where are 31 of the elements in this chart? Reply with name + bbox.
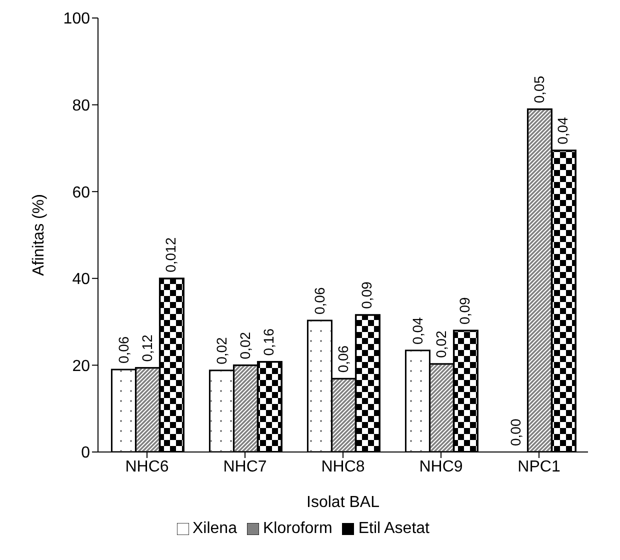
annotation: 0,012 bbox=[162, 237, 179, 272]
y-tick-label: 20 bbox=[72, 358, 90, 375]
x-tick-label: NPC1 bbox=[518, 458, 560, 476]
annotation: 0,06 bbox=[335, 345, 351, 373]
annotation: 0,04 bbox=[409, 316, 426, 344]
legend-label: Kloroform bbox=[262, 520, 332, 537]
annotation: 0,00 bbox=[507, 418, 524, 446]
y-tick-label: 100 bbox=[63, 10, 90, 28]
annotation: 0,04 bbox=[554, 116, 571, 144]
annotation: 0,02 bbox=[237, 332, 253, 360]
y-tick-label: 40 bbox=[72, 271, 90, 288]
annotation: 0,06 bbox=[115, 336, 132, 364]
annotation: 0,16 bbox=[260, 328, 277, 356]
x-axis-title: Isolat BAL bbox=[306, 494, 380, 511]
annotation: 0,02 bbox=[213, 336, 230, 364]
annotation: 0,12 bbox=[139, 334, 155, 362]
x-tick-label: NHC7 bbox=[223, 458, 267, 476]
legend-label: Xilena bbox=[192, 520, 237, 537]
y-tick-label: 0 bbox=[81, 444, 90, 462]
y-tick-label: 60 bbox=[72, 184, 90, 202]
annotation: 0,09 bbox=[456, 297, 473, 324]
y-axis-title: Afinitas (%) bbox=[30, 194, 48, 276]
annotation: 0,05 bbox=[531, 76, 547, 104]
annotation: 0,09 bbox=[358, 281, 375, 309]
x-tick-label: NHC6 bbox=[125, 458, 169, 476]
annotation: 0,02 bbox=[433, 330, 449, 358]
x-tick-label: NHC8 bbox=[321, 458, 365, 476]
x-tick-label: NHC9 bbox=[419, 458, 463, 476]
legend-label: Etil Asetat bbox=[358, 520, 430, 537]
annotation: 0,06 bbox=[311, 287, 328, 314]
y-tick-label: 80 bbox=[72, 97, 90, 114]
